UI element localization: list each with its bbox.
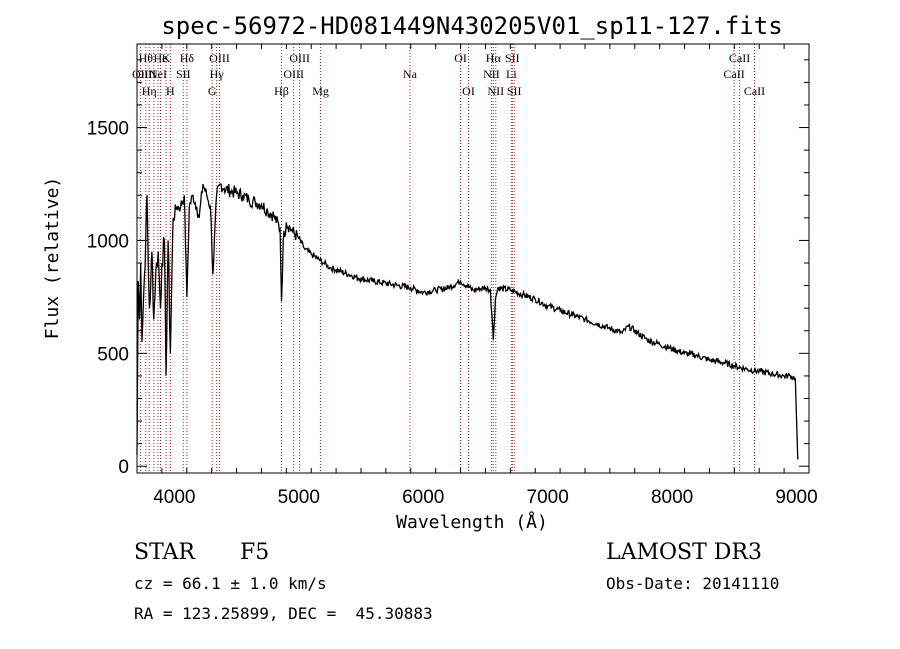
spectrum-chart: spec-56972-HD081449N430205V01_sp11-127.f…	[42, 12, 818, 533]
observation-date: Obs-Date: 20141110	[606, 574, 780, 593]
line-label: OI	[454, 51, 467, 65]
x-axis-label: Wavelength (Å)	[396, 511, 548, 533]
x-tick-label: 5000	[278, 487, 320, 508]
spectral-line-labels: OIIHθOIIIHηNeIHeKHSIIHδGHγOIIIHβOIIIOIII…	[132, 51, 765, 98]
line-label: He	[154, 51, 168, 65]
chart-title: spec-56972-HD081449N430205V01_sp11-127.f…	[161, 12, 782, 40]
line-label: G	[208, 84, 217, 98]
line-label: OI	[462, 84, 475, 98]
y-axis-ticks: 0 500 1000 1500	[87, 59, 809, 478]
line-label: OIII	[136, 67, 157, 81]
y-axis-label: Flux (relative)	[42, 177, 63, 340]
line-label: NII	[487, 84, 504, 98]
line-label: Hθ	[139, 51, 154, 65]
x-tick-label: 6000	[402, 487, 444, 508]
line-label: OII	[132, 67, 149, 81]
line-label: CaII	[723, 67, 744, 81]
x-tick-label: 4000	[153, 487, 195, 508]
line-label: NII	[483, 67, 500, 81]
flux-series-line	[136, 183, 799, 460]
x-tick-label: 7000	[527, 487, 569, 508]
line-label: Hβ	[274, 84, 289, 98]
line-label: SII	[505, 51, 520, 65]
line-label: OIII	[289, 51, 310, 65]
x-axis-ticks: 4000 5000 6000 7000 8000 9000	[136, 44, 818, 508]
line-label: Hα	[486, 51, 502, 65]
redshift-text: cz = 66.1 ± 1.0 km/s	[134, 574, 327, 593]
coordinates-text: RA = 123.25899, DEC = 45.30883	[134, 604, 433, 623]
y-tick-label: 1000	[87, 231, 129, 252]
line-label: SII	[176, 67, 191, 81]
line-label: Hγ	[210, 67, 225, 81]
line-label: NeI	[149, 67, 167, 81]
x-tick-label: 9000	[775, 487, 817, 508]
line-label: Mg	[312, 84, 329, 98]
y-tick-label: 0	[118, 457, 129, 478]
plot-frame	[136, 43, 810, 474]
line-label: K	[162, 51, 171, 65]
object-subclass: F5	[240, 540, 270, 565]
line-label: Hδ	[180, 51, 195, 65]
line-label: Na	[403, 67, 418, 81]
line-label: SII	[507, 84, 522, 98]
object-class: STAR	[134, 540, 195, 565]
x-tick-label: 8000	[651, 487, 693, 508]
line-label: Hη	[142, 84, 157, 98]
line-label: Li	[506, 67, 517, 81]
line-label: CaII	[729, 51, 750, 65]
line-label: CaII	[744, 84, 765, 98]
y-tick-label: 500	[97, 344, 129, 365]
line-label: OIII	[209, 51, 230, 65]
line-label: OIII	[283, 67, 304, 81]
spectral-line-markers	[139, 44, 755, 473]
survey-name: LAMOST DR3	[606, 540, 762, 565]
line-label: H	[166, 84, 175, 98]
y-tick-label: 1500	[87, 119, 129, 140]
